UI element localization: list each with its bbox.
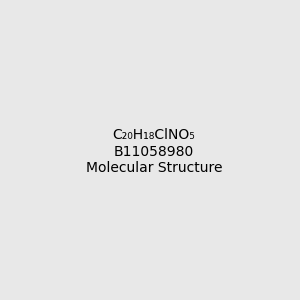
- Text: C₂₀H₁₈ClNO₅
B11058980
Molecular Structure: C₂₀H₁₈ClNO₅ B11058980 Molecular Structur…: [85, 128, 222, 175]
